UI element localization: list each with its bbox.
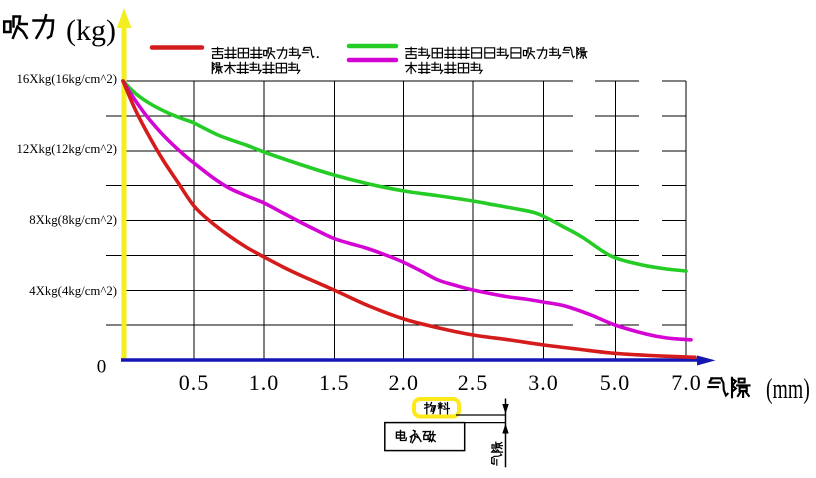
svg-text:7.0: 7.0	[671, 370, 702, 395]
svg-text:1.5: 1.5	[319, 370, 350, 395]
svg-text:(mm): (mm)	[766, 373, 810, 405]
svg-text:2.0: 2.0	[388, 370, 419, 395]
svg-text:1.0: 1.0	[249, 370, 280, 395]
svg-text:4Xkg(4kg/cm^2): 4Xkg(4kg/cm^2)	[29, 284, 117, 298]
svg-text:16Xkg(16kg/cm^2): 16Xkg(16kg/cm^2)	[16, 72, 117, 86]
svg-text:5.0: 5.0	[600, 370, 631, 395]
svg-text:8Xkg(8kg/cm^2): 8Xkg(8kg/cm^2)	[29, 213, 117, 227]
svg-text:(kg): (kg)	[66, 14, 116, 47]
svg-text:3.0: 3.0	[528, 370, 559, 395]
svg-text:2.5: 2.5	[458, 370, 489, 395]
svg-text:0.5: 0.5	[179, 370, 210, 395]
svg-text:12Xkg(12kg/cm^2): 12Xkg(12kg/cm^2)	[16, 142, 117, 156]
svg-text:0: 0	[97, 357, 107, 378]
